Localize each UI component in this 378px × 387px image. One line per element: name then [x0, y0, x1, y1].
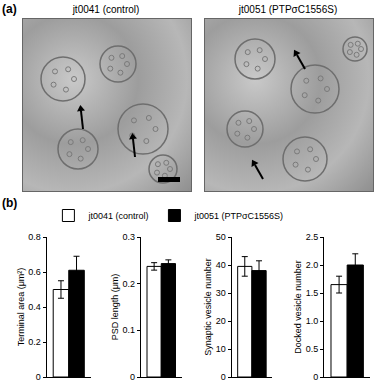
svg-text:Synaptic vesicle number: Synaptic vesicle number — [203, 258, 213, 356]
svg-text:0.4: 0.4 — [28, 302, 41, 312]
svg-text:0.2: 0.2 — [123, 279, 136, 289]
svg-text:jt0041 (control): jt0041 (control) — [87, 211, 148, 221]
svg-text:0.2: 0.2 — [28, 337, 41, 347]
svg-text:0.6: 0.6 — [28, 267, 41, 277]
svg-text:2.5: 2.5 — [306, 232, 319, 242]
svg-text:0.8: 0.8 — [28, 232, 41, 242]
svg-text:40: 40 — [216, 260, 226, 270]
svg-text:0.3: 0.3 — [123, 232, 136, 242]
svg-text:0: 0 — [130, 372, 135, 382]
html-text:jt0041 (control): jt0041 (control) — [72, 4, 140, 15]
svg-text:0: 0 — [313, 372, 318, 382]
svg-text:jt0051 (PTPσC1556S): jt0051 (PTPσC1556S) — [193, 211, 283, 221]
svg-text:20: 20 — [216, 316, 226, 326]
svg-text:1.5: 1.5 — [306, 288, 319, 298]
svg-text:Docked vesicle number: Docked vesicle number — [293, 260, 303, 354]
svg-text:PSD length (μm): PSD length (μm) — [110, 274, 120, 341]
svg-text:50: 50 — [216, 232, 226, 242]
svg-text:0: 0 — [221, 372, 226, 382]
svg-text:0: 0 — [36, 372, 41, 382]
svg-text:0.1: 0.1 — [123, 325, 136, 335]
svg-text:Terminal area (μm²): Terminal area (μm²) — [16, 268, 26, 347]
svg-text:1.0: 1.0 — [306, 316, 319, 326]
svg-text:30: 30 — [216, 288, 226, 298]
svg-text:2.0: 2.0 — [306, 260, 319, 270]
html-text:(a): (a) — [2, 2, 17, 16]
html-text:(b): (b) — [2, 196, 18, 210]
svg-text:10: 10 — [216, 344, 226, 354]
svg-text:0.5: 0.5 — [306, 344, 319, 354]
html-text:jt0051 (PTPσC1556S): jt0051 (PTPσC1556S) — [238, 4, 338, 15]
